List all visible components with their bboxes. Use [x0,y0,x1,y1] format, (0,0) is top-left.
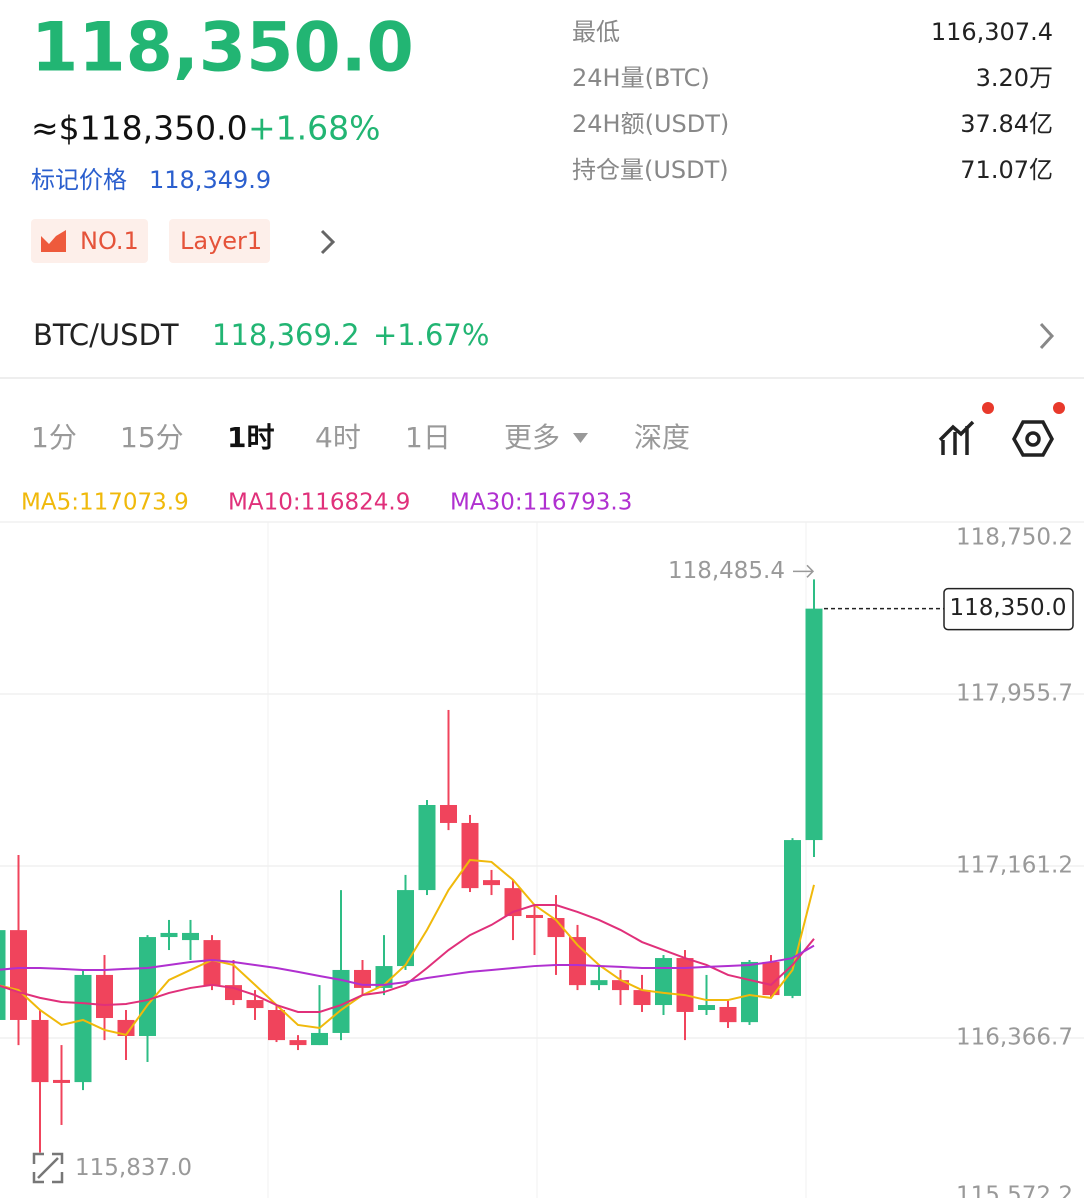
tab[interactable]: 1时 [227,421,274,454]
candle-body [10,930,27,1020]
candle-body [74,974,92,1083]
last-price: 118,350.0 [31,9,414,88]
candle-body [547,918,565,938]
y-tick-label: 117,161.2 [956,853,1073,879]
candle-body [612,980,629,991]
mark-label: 标记价格 [31,166,127,194]
candle-body [633,990,651,1006]
stat-value: 116,307.4 [931,18,1053,46]
candle-body [289,1040,307,1046]
last-price-label: 118,350.0 [949,595,1066,621]
indicator-icon [938,420,975,455]
stat-value: 71.07亿 [960,156,1053,184]
candle-body [741,961,758,1023]
ma-line [0,858,815,1037]
badge [982,402,994,414]
badge [1053,402,1065,414]
stat-label: 最低 [572,18,620,46]
mark-price: 118,349.9 [149,166,271,194]
candle-body [440,804,457,823]
settings-icon [1012,420,1054,457]
stat-label: 24H量(BTC) [572,64,710,92]
stats: 最低 116,307.4 24H量(BTC) 3.20万 24H额(USDT) 37.84… [572,18,1053,184]
candle-body [332,969,350,1033]
pair-change: +1.67% [373,318,489,352]
pair-price: 118,369.2 [212,318,360,352]
candle-body [182,932,199,941]
tab[interactable]: 1分 [31,421,77,454]
stat-label: 持仓量(USDT) [572,156,729,184]
candle-body [311,1032,328,1046]
ma-legend-item: MA10:116824.9 [228,490,410,516]
y-tick-label: 116,366.7 [956,1025,1073,1051]
stat-label: 24H额(USDT) [572,110,729,138]
max-arrow [793,564,815,578]
candle-body [53,1079,70,1083]
candle-body [160,932,178,938]
pair-name: BTC/USDT [33,318,179,352]
candle-body [139,937,156,1036]
tag-text: Layer1 [180,227,262,255]
max-label: 118,485.4 [668,558,785,584]
y-tick-label: 115,572.2 [956,1183,1073,1198]
candle-body [461,822,479,889]
y-tick-label: 117,955.7 [956,681,1073,707]
candle-body [31,1019,49,1083]
candle-body [762,961,780,996]
candle-body [784,840,801,996]
stat-value: 3.20万 [976,64,1053,92]
candle-body [203,940,221,986]
tab[interactable]: 15分 [120,421,184,454]
tab[interactable]: 1日 [405,421,451,454]
candle-body [96,974,113,1019]
candle-body [655,958,672,1006]
chevron[interactable] [1039,322,1055,350]
candle-body [246,1000,264,1009]
price-change: +1.68% [248,109,380,148]
candle-body [397,890,414,967]
grid [0,521,1084,1039]
candle-body [698,1005,715,1011]
indicator-button[interactable] [938,402,994,455]
fullscreen-icon [32,1152,64,1184]
ma-line [0,904,815,1013]
candle-body [418,804,436,891]
candle-body [483,880,500,886]
last-price-box [943,587,1074,631]
dropdown-arrow [573,433,588,443]
ma-legend: MA5:117073.9 MA10:116824.9 MA30:116793.3 [21,490,632,516]
plot [0,579,823,1153]
tag-text: NO.1 [80,227,139,255]
tabs: 1分 15分 1时 4时 1日 更多 深度 [31,421,690,454]
candle-body [504,888,522,917]
candle-body [117,1019,135,1036]
candle-body [268,1010,285,1041]
candle-body [375,966,393,988]
candle-body [0,930,6,1020]
tab[interactable]: 更多 [504,421,560,454]
ma-legend-item: MA30:116793.3 [450,490,632,516]
candle-body [676,958,694,1012]
stat-value: 37.84亿 [960,110,1053,138]
tag[interactable] [169,219,270,263]
tag-icon [41,230,66,252]
candle-body [590,980,608,986]
tab[interactable]: 4时 [315,421,361,454]
usd-price: ≈$118,350.0 [31,109,248,148]
settings-icon [1025,431,1041,447]
ma-legend-item: MA5:117073.9 [21,490,189,516]
candle-body [719,1006,737,1023]
tab[interactable]: 深度 [634,421,690,454]
chevron[interactable] [320,229,336,255]
candle-body [526,914,543,919]
fullscreen-button[interactable] [32,1152,64,1184]
y-axis: 118,750.2 117,955.7 117,161.2 116,366.7 115,… [956,525,1073,1198]
ma-line [0,944,815,986]
min-label: 115,837.0 [75,1155,192,1181]
y-tick-label: 118,750.2 [956,525,1073,551]
candle-body [805,608,823,841]
settings-button[interactable] [1012,402,1065,457]
